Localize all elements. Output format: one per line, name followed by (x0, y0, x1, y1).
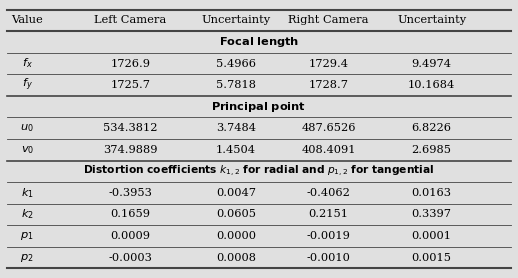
Text: $p_1$: $p_1$ (20, 230, 34, 242)
Text: 1729.4: 1729.4 (309, 59, 349, 69)
Text: 3.7484: 3.7484 (216, 123, 256, 133)
Text: Value: Value (11, 15, 43, 25)
Text: 5.4966: 5.4966 (216, 59, 256, 69)
Text: -0.4062: -0.4062 (307, 188, 351, 198)
Text: 0.1659: 0.1659 (110, 209, 150, 219)
Text: 0.2151: 0.2151 (309, 209, 349, 219)
Text: -0.0010: -0.0010 (307, 253, 351, 263)
Text: 0.3397: 0.3397 (412, 209, 452, 219)
Text: 9.4974: 9.4974 (412, 59, 452, 69)
Text: 0.0605: 0.0605 (216, 209, 256, 219)
Text: 6.8226: 6.8226 (412, 123, 452, 133)
Text: $v_0$: $v_0$ (21, 144, 34, 156)
Text: $u_0$: $u_0$ (20, 122, 34, 134)
Text: 0.0009: 0.0009 (110, 231, 150, 241)
Text: 1.4504: 1.4504 (216, 145, 256, 155)
Text: $p_2$: $p_2$ (20, 252, 34, 264)
Text: 0.0008: 0.0008 (216, 253, 256, 263)
Text: Uncertainty: Uncertainty (397, 15, 466, 25)
Text: 1726.9: 1726.9 (110, 59, 150, 69)
Text: 0.0047: 0.0047 (216, 188, 256, 198)
Text: 0.0015: 0.0015 (412, 253, 452, 263)
Text: 0.0000: 0.0000 (216, 231, 256, 241)
Text: Left Camera: Left Camera (94, 15, 166, 25)
Text: -0.3953: -0.3953 (108, 188, 152, 198)
Text: $\mathbf{Focal\ length}$: $\mathbf{Focal\ length}$ (219, 35, 299, 49)
Text: 408.4091: 408.4091 (301, 145, 356, 155)
Text: 1725.7: 1725.7 (110, 80, 150, 90)
Text: 5.7818: 5.7818 (216, 80, 256, 90)
Text: $f_y$: $f_y$ (22, 77, 33, 93)
Text: -0.0003: -0.0003 (108, 253, 152, 263)
Text: 1728.7: 1728.7 (309, 80, 349, 90)
Text: 374.9889: 374.9889 (103, 145, 157, 155)
Text: 487.6526: 487.6526 (301, 123, 356, 133)
Text: 0.0001: 0.0001 (412, 231, 452, 241)
Text: $f_x$: $f_x$ (22, 57, 33, 70)
Text: 10.1684: 10.1684 (408, 80, 455, 90)
Text: $\mathbf{Distortion\ coefficients}\ k_{1,2}\ \mathbf{for\ radial\ and}\ p_{1,2}\: $\mathbf{Distortion\ coefficients}\ k_{1… (83, 164, 435, 179)
Text: $k_1$: $k_1$ (21, 186, 34, 200)
Text: 2.6985: 2.6985 (412, 145, 452, 155)
Text: $\mathbf{Principal\ point}$: $\mathbf{Principal\ point}$ (211, 100, 307, 114)
Text: Right Camera: Right Camera (289, 15, 369, 25)
Text: 0.0163: 0.0163 (412, 188, 452, 198)
Text: $k_2$: $k_2$ (21, 208, 34, 221)
Text: -0.0019: -0.0019 (307, 231, 351, 241)
Text: 534.3812: 534.3812 (103, 123, 157, 133)
Text: Uncertainty: Uncertainty (202, 15, 270, 25)
